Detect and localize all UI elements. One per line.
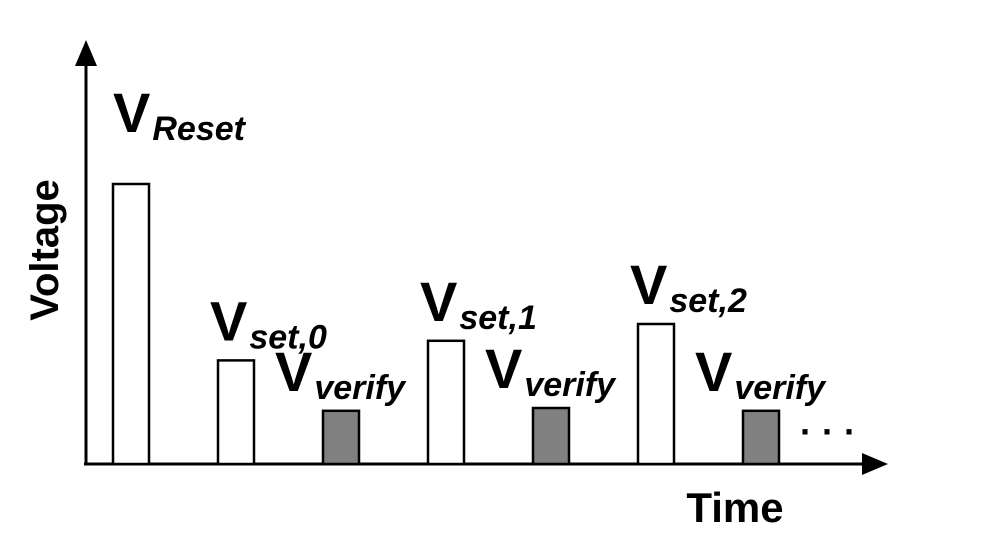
pulse-label-main: V: [275, 340, 312, 403]
pulse-label-set0: Vset,0: [210, 289, 327, 356]
pulse-label-main: V: [695, 340, 732, 403]
x-axis-label: Time: [686, 484, 783, 531]
axes: [75, 40, 888, 475]
pulse-label-main: V: [485, 337, 522, 400]
pulse-label-subscript: Reset: [152, 110, 246, 148]
pulse-bar-set0: [216, 359, 256, 466]
pulse-label-subscript: verify: [524, 366, 617, 404]
x-axis-arrow-icon: [862, 453, 888, 475]
y-axis-arrow-icon: [75, 40, 97, 66]
pulse-label-subscript: verify: [314, 369, 407, 407]
pulse-label-group: VResetVset,0VverifyVset,1VverifyVset,2Vv…: [113, 81, 827, 407]
pulse-bar-set2: [636, 322, 676, 466]
pulse-label-subscript: set,1: [459, 299, 537, 337]
pulse-bar-set1: [426, 339, 466, 466]
pulse-label-reset: VReset: [113, 81, 247, 148]
pulse-label-main: V: [210, 289, 247, 352]
pulse-bar-verify2: [741, 409, 781, 466]
pulse-label-verify1: Vverify: [485, 337, 617, 404]
pulse-label-main: V: [420, 270, 457, 333]
pulse-label-verify0: Vverify: [275, 340, 407, 407]
continuation-ellipsis: · · ·: [800, 411, 856, 452]
pulse-bar-verify0: [321, 409, 361, 466]
pulse-bar-verify1: [531, 406, 571, 466]
y-axis-label: Voltage: [23, 179, 67, 321]
pulse-label-set1: Vset,1: [420, 270, 537, 337]
pulse-label-main: V: [113, 81, 150, 144]
pulse-label-subscript: verify: [734, 369, 827, 407]
pulse-label-subscript: set,0: [249, 318, 327, 356]
pulse-label-set2: Vset,2: [630, 253, 747, 320]
pulse-label-main: V: [630, 253, 667, 316]
pulse-label-subscript: set,2: [669, 282, 747, 320]
pulse-bar-reset: [111, 182, 151, 466]
pulse-label-verify2: Vverify: [695, 340, 827, 407]
pulse-group: [111, 182, 781, 466]
